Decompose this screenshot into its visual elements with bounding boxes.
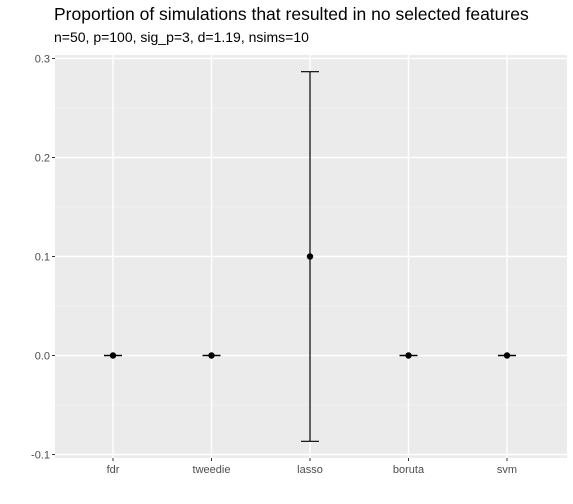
point-tweedie xyxy=(208,352,215,359)
y-tick-label: 0.3 xyxy=(35,54,50,66)
point-svm xyxy=(503,352,511,359)
chart-title: Proportion of simulations that resulted … xyxy=(54,4,529,24)
x-tick-label-svm: svm xyxy=(497,464,517,476)
y-tick-label: 0.0 xyxy=(35,351,50,363)
y-tick-label: 0.1 xyxy=(35,252,50,264)
x-tick-label-lasso: lasso xyxy=(297,464,323,476)
chart-subtitle: n=50, p=100, sig_p=3, d=1.19, nsims=10 xyxy=(54,29,309,45)
point-boruta xyxy=(405,352,412,359)
x-tick-label-fdr: fdr xyxy=(107,464,120,476)
y-tick-label: -0.1 xyxy=(31,450,50,462)
point-lasso xyxy=(306,253,314,260)
x-tick-label-boruta: boruta xyxy=(393,464,425,476)
x-tick-label-tweedie: tweedie xyxy=(193,464,231,476)
point-fdr xyxy=(109,352,117,359)
y-tick-label: 0.2 xyxy=(35,153,50,165)
